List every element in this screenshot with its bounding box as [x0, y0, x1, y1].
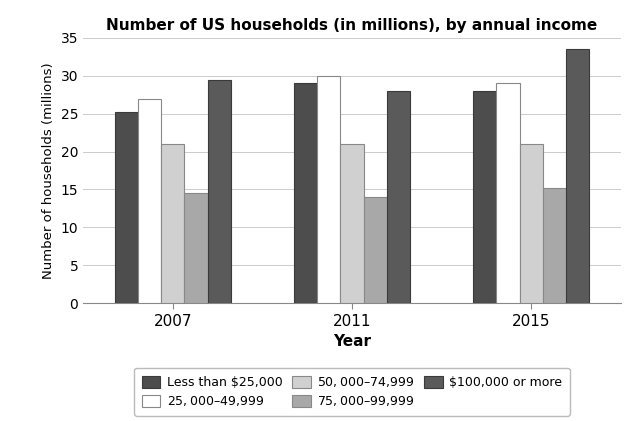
Bar: [520, 144, 543, 303]
Bar: [473, 91, 496, 303]
Bar: [161, 144, 184, 303]
Bar: [317, 76, 340, 303]
Bar: [387, 91, 410, 303]
Bar: [294, 83, 317, 303]
Bar: [184, 193, 208, 303]
Bar: [496, 83, 520, 303]
Y-axis label: Number of households (millions): Number of households (millions): [42, 62, 55, 279]
Bar: [138, 99, 161, 303]
X-axis label: Year: Year: [333, 334, 371, 349]
Legend: Less than $25,000, $25,000–$49,999, $50,000–$74,999, $75,000–$99,999, $100,000 o: Less than $25,000, $25,000–$49,999, $50,…: [134, 368, 570, 416]
Title: Number of US households (in millions), by annual income: Number of US households (in millions), b…: [106, 18, 598, 32]
Bar: [208, 80, 231, 303]
Bar: [364, 197, 387, 303]
Bar: [543, 188, 566, 303]
Bar: [340, 144, 364, 303]
Bar: [566, 49, 589, 303]
Bar: [115, 112, 138, 303]
